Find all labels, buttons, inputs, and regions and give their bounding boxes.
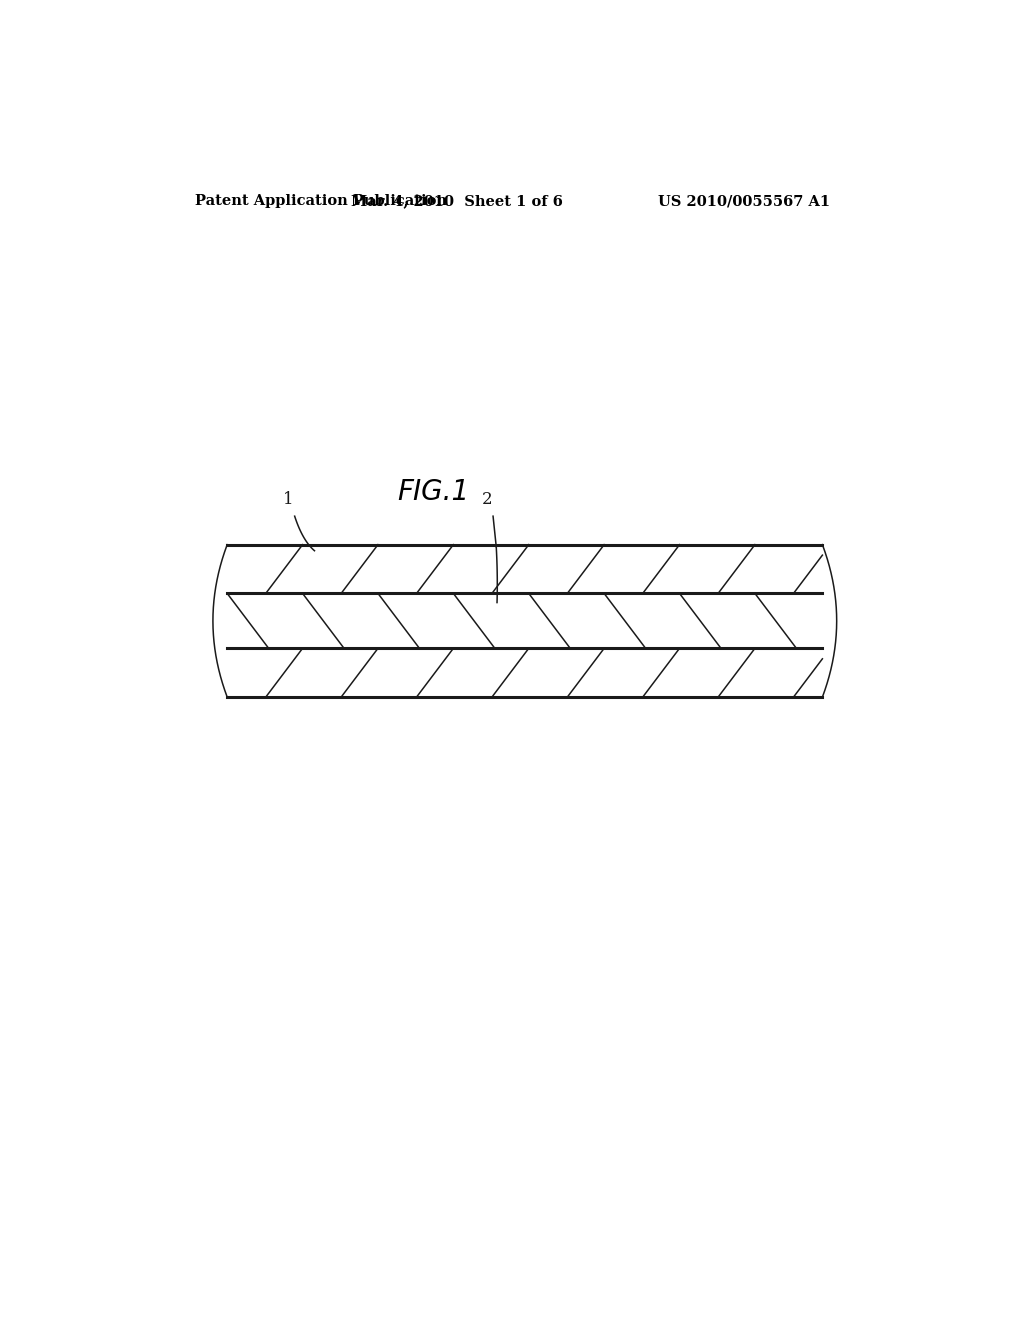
Text: Patent Application Publication: Patent Application Publication bbox=[196, 194, 447, 209]
Text: Mar. 4, 2010  Sheet 1 of 6: Mar. 4, 2010 Sheet 1 of 6 bbox=[351, 194, 563, 209]
Text: 1: 1 bbox=[283, 491, 294, 508]
Text: FIG.1: FIG.1 bbox=[397, 478, 470, 506]
Text: 2: 2 bbox=[481, 491, 492, 508]
Text: US 2010/0055567 A1: US 2010/0055567 A1 bbox=[658, 194, 830, 209]
